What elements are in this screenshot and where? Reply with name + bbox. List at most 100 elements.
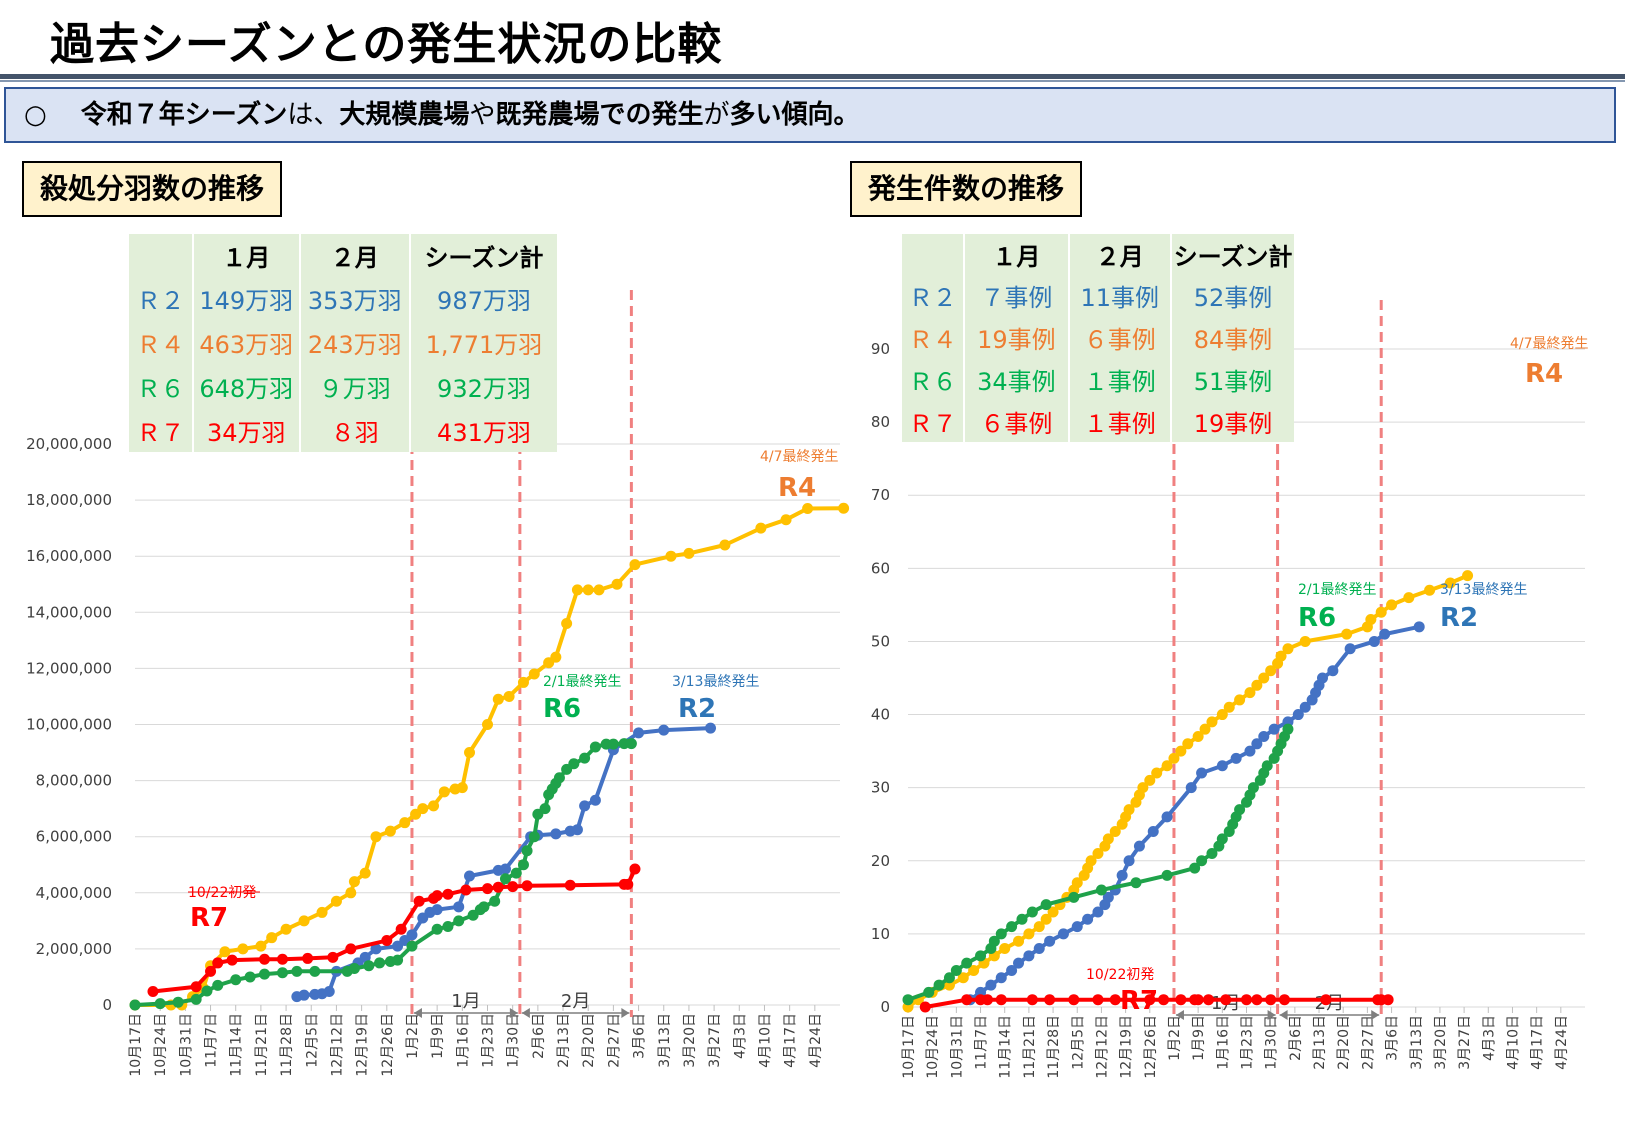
data-point-r7 <box>442 888 454 900</box>
data-point-r6 <box>309 965 321 977</box>
x-tick-label: 12月26日 <box>380 1013 396 1077</box>
data-point-r7 <box>1144 994 1156 1006</box>
x-tick-label: 12月19日 <box>1119 1015 1135 1079</box>
month-arrow-head <box>1267 1010 1276 1020</box>
data-point-r4 <box>237 943 249 955</box>
cell-jan: ６事例 <box>963 400 1069 442</box>
data-point-r2 <box>1102 891 1114 903</box>
data-point-r7 <box>482 883 493 895</box>
row-label: Ｒ４ <box>908 325 957 354</box>
data-point-r6 <box>154 998 166 1010</box>
data-point-r4 <box>1013 935 1025 947</box>
data-point-r7 <box>147 986 159 998</box>
data-point-r7 <box>460 884 472 896</box>
x-tick-label: 4月10日 <box>1505 1015 1521 1070</box>
data-point-r4 <box>1109 826 1121 838</box>
y-tick-label: 30 <box>871 779 890 797</box>
outbreak-summary-table: １月 ２月 シーズン計 Ｒ２ ７事例 11事例 52事例 Ｒ４ 19事例 ６事例… <box>902 234 1294 442</box>
data-point-r4 <box>1033 921 1045 933</box>
data-point-r6 <box>988 935 1000 947</box>
data-point-r7 <box>1382 994 1394 1006</box>
data-point-r4 <box>1275 650 1287 662</box>
data-point-r4 <box>492 693 504 705</box>
banner-text-7: 多い傾向。 <box>729 100 860 130</box>
annotation-note: 3/13最終発生 <box>672 674 759 690</box>
data-point-r4 <box>593 584 605 596</box>
cell-feb: １事例 <box>1067 400 1171 442</box>
table-row: Ｒ４ 19事例 ６事例 84事例 <box>902 316 1294 358</box>
annotation-note: 4/7最終発生 <box>760 449 839 465</box>
data-point-r7 <box>1175 994 1187 1006</box>
data-point-r4 <box>330 895 342 907</box>
data-point-r6 <box>579 752 591 764</box>
x-tick-label: 4月3日 <box>732 1013 748 1059</box>
table-row: Ｒ７ 34万羽 ８羽 431万羽 <box>129 408 557 452</box>
x-tick-label: 10月24日 <box>925 1015 941 1079</box>
data-point-r7 <box>564 879 576 891</box>
data-point-r2 <box>298 989 310 1001</box>
x-tick-label: 3月13日 <box>1409 1015 1425 1070</box>
data-point-r2 <box>1071 921 1083 933</box>
x-tick-label: 10月31日 <box>949 1015 965 1079</box>
data-point-r7 <box>1278 994 1290 1006</box>
data-point-r4 <box>384 825 396 837</box>
cell-season: 19事例 <box>1170 400 1294 442</box>
x-tick-label: 1月2日 <box>1167 1015 1183 1061</box>
annotation-note: 2/1最終発生 <box>543 674 622 690</box>
cell-jan: ７事例 <box>963 274 1069 316</box>
data-point-r6 <box>923 986 935 998</box>
y-tick-label: 14,000,000 <box>26 603 112 621</box>
x-tick-label: 2月20日 <box>1336 1015 1352 1070</box>
right-section-title: 発生件数の推移 <box>850 161 1083 217</box>
x-tick-label: 3月27日 <box>707 1013 723 1068</box>
data-point-r2 <box>1413 621 1425 633</box>
cell-season: 51事例 <box>1170 358 1294 400</box>
data-point-r7 <box>1044 994 1056 1006</box>
data-point-r6 <box>1247 782 1259 794</box>
data-point-r4 <box>1161 760 1173 772</box>
data-point-r6 <box>1282 723 1294 735</box>
data-point-r4 <box>1137 782 1149 794</box>
culled-birds-chart: 0 2,000,000 4,000,000 6,000,000 8,000,000 10,… <box>26 290 850 1077</box>
month-arrow-head <box>621 1008 630 1018</box>
data-point-r4 <box>464 747 476 759</box>
x-tick-label: 1月9日 <box>1191 1015 1207 1061</box>
series-label-r6: R6 <box>543 694 581 724</box>
y-tick-label: 10,000,000 <box>26 716 112 734</box>
data-point-r2 <box>1379 628 1391 640</box>
data-point-r2 <box>1147 826 1159 838</box>
cell-feb: 353万羽 <box>298 276 410 320</box>
annotation-note: 3/13最終発生 <box>1440 582 1527 598</box>
table-row: Ｒ２ 149万羽 353万羽 987万羽 <box>129 276 557 320</box>
data-point-r2 <box>985 979 997 991</box>
table-header-season: シーズン計 <box>408 234 557 276</box>
table-row: Ｒ２ ７事例 11事例 52事例 <box>902 274 1294 316</box>
data-point-r7 <box>302 952 314 964</box>
cell-feb: １事例 <box>1067 358 1171 400</box>
data-point-r7 <box>327 951 339 963</box>
data-point-r4 <box>1223 701 1235 713</box>
data-point-r6 <box>431 923 443 935</box>
data-point-r6 <box>943 972 955 984</box>
data-point-r4 <box>1168 752 1180 764</box>
data-point-r6 <box>1040 899 1052 911</box>
banner-text-5: 既発農場での発生 <box>495 100 704 130</box>
cell-jan: 463万羽 <box>192 320 300 364</box>
month-label: 1月 <box>451 991 480 1012</box>
x-tick-label: 3月27日 <box>1457 1015 1473 1070</box>
series-line-r2 <box>296 726 711 999</box>
data-point-r6 <box>442 920 454 932</box>
data-point-r2 <box>1013 957 1025 969</box>
x-tick-label: 10月31日 <box>178 1013 194 1077</box>
y-tick-label: 6,000,000 <box>36 828 112 846</box>
outbreak-count-chart: 0 10 20 30 40 50 60 70 80 90 10月17日 10月24日 10月31日 11月… <box>871 300 1589 1079</box>
bullet: ○ <box>24 100 47 130</box>
banner-text-4: や <box>469 100 496 130</box>
table-row: Ｒ７ ６事例 １事例 19事例 <box>902 400 1294 442</box>
data-point-r6 <box>950 964 962 976</box>
data-point-r6 <box>568 758 580 770</box>
y-tick-label: 50 <box>871 632 890 650</box>
data-point-r6 <box>489 895 501 907</box>
data-point-r2 <box>1161 811 1173 823</box>
data-point-r6 <box>499 873 511 885</box>
